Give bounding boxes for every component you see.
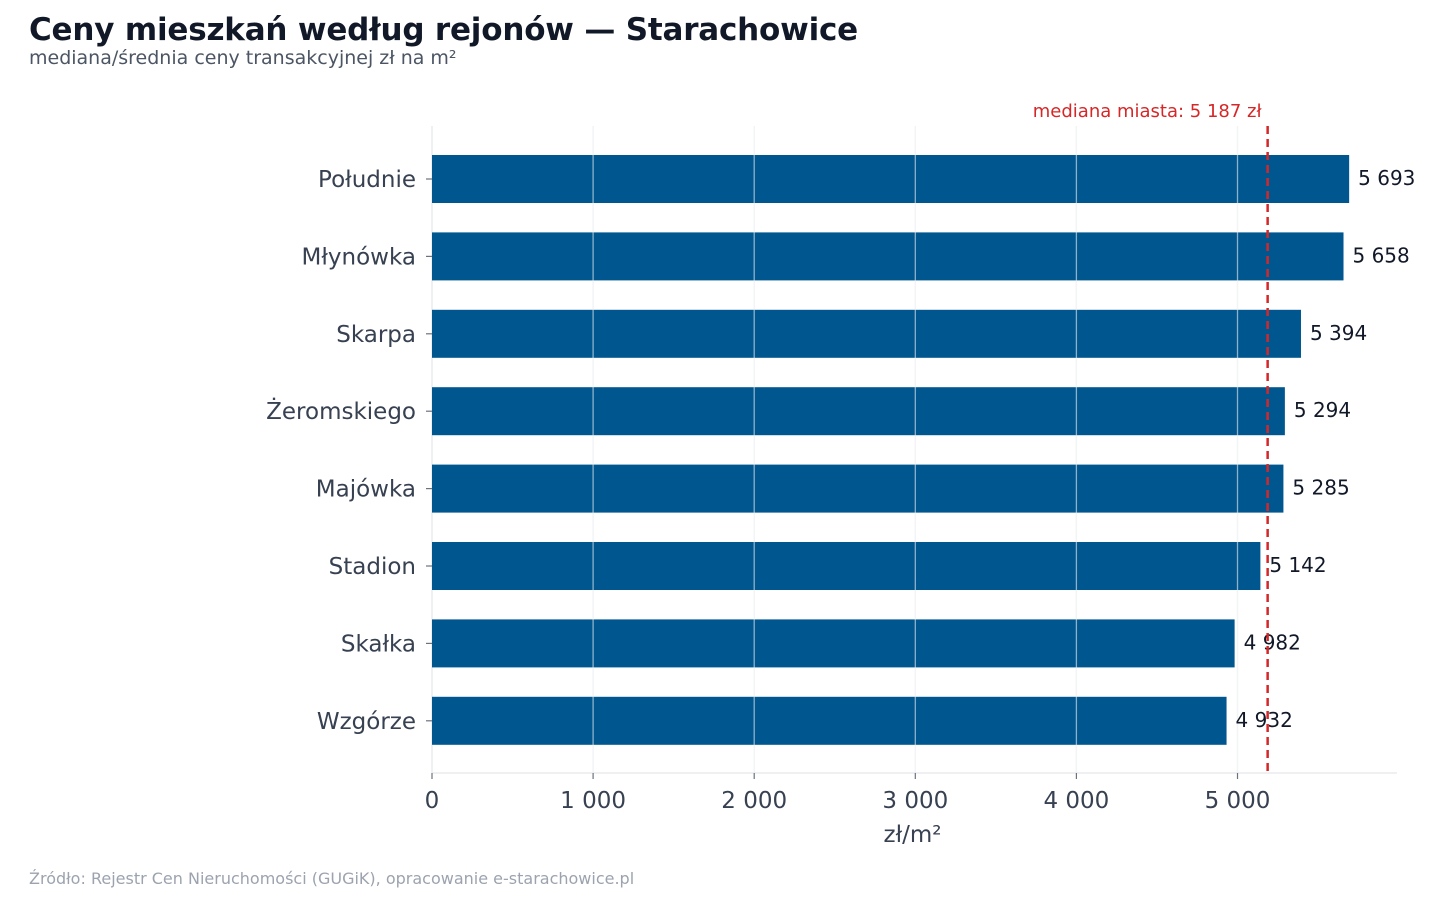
chart-title: Ceny mieszkań według rejonów — Starachow… [29,12,859,48]
value-label: 5 693 [1358,166,1415,190]
category-label: Skarpa [336,322,416,348]
labels: Południe Młynówka Skarpa Żeromskiego Majówka… [266,166,1415,735]
value-label: 4 982 [1244,630,1301,654]
value-label: 5 285 [1292,476,1349,500]
bar [432,309,1301,358]
x-tick-label: 5 000 [1205,788,1271,814]
bar [432,619,1235,668]
category-label: Żeromskiego [266,397,416,425]
x-tick-label: 2 000 [721,788,787,814]
category-label: Wzgórze [317,709,416,735]
bar [432,542,1261,590]
category-label: Młynówka [302,244,416,270]
chart-subtitle: mediana/średnia ceny transakcyjnej zł na… [29,47,457,69]
x-tick-label: 4 000 [1043,788,1109,814]
category-label: Majówka [316,477,416,503]
bar [432,155,1350,203]
value-label: 4 932 [1236,708,1293,732]
category-label: Stadion [329,554,416,580]
category-label: Skałka [341,631,416,657]
value-label: 5 658 [1353,243,1410,267]
x-tick-label: 3 000 [882,788,948,814]
x-axis-title: zł/m² [884,822,942,848]
grid-lines [431,126,1239,773]
x-tick-label: 0 [425,788,440,814]
bar [432,387,1285,436]
source-note: Źródło: Rejestr Cen Nieruchomości (GUGiK… [29,869,635,888]
median-reference: mediana miasta: 5 187 zł [1033,101,1269,773]
category-label: Południe [318,167,416,193]
bar [432,232,1344,281]
x-tick-label: 1 000 [560,788,626,814]
bar [432,696,1227,745]
axes: 0 1 000 2 000 3 000 4 000 5 000 zł/m² [425,178,1397,848]
median-label: mediana miasta: 5 187 zł [1033,101,1263,122]
value-label: 5 294 [1294,398,1351,422]
value-label: 5 142 [1269,553,1326,577]
bar [432,464,1284,513]
bars [432,126,1350,773]
value-label: 5 394 [1310,321,1367,345]
